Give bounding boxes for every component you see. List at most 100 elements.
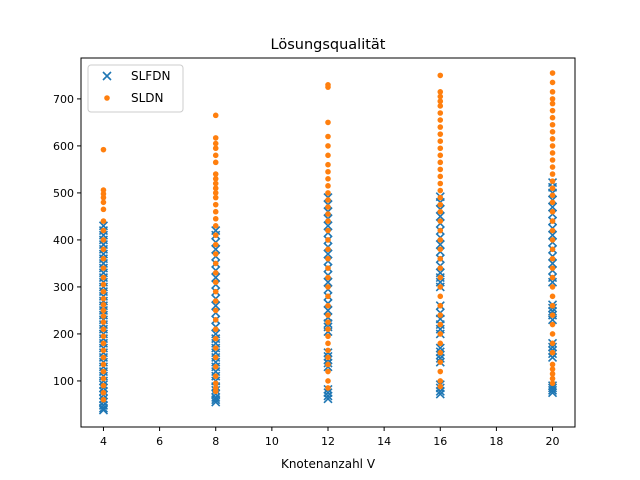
sldn-point bbox=[437, 145, 444, 152]
sldn-point bbox=[212, 373, 219, 380]
y-tick-label: 200 bbox=[53, 328, 74, 341]
legend-sldn-label: SLDN bbox=[131, 91, 164, 105]
sldn-point bbox=[549, 157, 556, 163]
sldn-point bbox=[437, 302, 444, 309]
sldn-point bbox=[549, 340, 556, 347]
sldn-point bbox=[549, 129, 556, 135]
sldn-point bbox=[325, 218, 331, 224]
axes: 4 6 8 10 12 14 16 18 20 100 200 300 400 500 600 700 bbox=[53, 93, 560, 448]
sldn-point bbox=[212, 270, 219, 276]
x-tick-label: 16 bbox=[433, 435, 447, 448]
y-tick-label: 700 bbox=[53, 93, 74, 106]
legend-slfdn-label: SLFDN bbox=[131, 69, 170, 83]
sldn-point bbox=[549, 218, 556, 224]
sldn-point bbox=[325, 302, 331, 309]
x-tick-label: 8 bbox=[212, 435, 219, 448]
sldn-point bbox=[100, 340, 107, 347]
sldn-point bbox=[212, 388, 219, 395]
sldn-point bbox=[437, 89, 444, 95]
sldn-point bbox=[212, 135, 219, 141]
sldn-point bbox=[212, 251, 219, 257]
sldn-point bbox=[212, 215, 219, 222]
sldn-point bbox=[549, 96, 556, 102]
sldn-point bbox=[212, 279, 219, 286]
sldn-point bbox=[549, 171, 556, 177]
sldn-point bbox=[437, 180, 444, 187]
sldn-point bbox=[212, 190, 219, 196]
sldn-point bbox=[212, 345, 219, 351]
slfdn-point bbox=[435, 268, 445, 278]
sldn-point bbox=[100, 368, 107, 375]
legend-box bbox=[87, 64, 184, 113]
sldn-point bbox=[212, 171, 219, 177]
sldn-point bbox=[100, 237, 107, 243]
y-tick-label: 400 bbox=[53, 234, 74, 247]
sldn-point bbox=[100, 146, 107, 153]
sldn-point bbox=[212, 180, 219, 187]
legend: SLFDN SLDN bbox=[87, 64, 184, 113]
sldn-point bbox=[549, 371, 556, 377]
sldn-point bbox=[549, 208, 556, 215]
sldn-point bbox=[325, 204, 331, 210]
sldn-point bbox=[325, 326, 331, 333]
sldn-point bbox=[212, 241, 219, 248]
sldn-point bbox=[100, 333, 107, 340]
sldn-point bbox=[549, 143, 556, 149]
sldn-point bbox=[325, 378, 331, 384]
sldn-point bbox=[212, 326, 219, 333]
slfdn-point bbox=[211, 392, 221, 402]
sldn-point bbox=[437, 138, 444, 145]
sldn-point bbox=[437, 98, 444, 105]
sldn-point bbox=[549, 284, 556, 290]
x-tick-label: 10 bbox=[265, 435, 279, 448]
sldn-point bbox=[549, 192, 556, 199]
sldn-point bbox=[212, 145, 219, 152]
sldn-point bbox=[100, 246, 107, 253]
sldn-point bbox=[437, 237, 444, 243]
sldn-point bbox=[325, 211, 331, 217]
sldn-point bbox=[100, 389, 107, 396]
sldn-point bbox=[437, 218, 444, 224]
slfdn-point bbox=[323, 388, 333, 398]
sldn-point bbox=[325, 119, 331, 126]
sldn-point bbox=[325, 161, 331, 168]
slfdn-point bbox=[547, 258, 558, 268]
slfdn-point bbox=[547, 202, 558, 212]
sldn-point bbox=[325, 354, 331, 361]
sldn-point bbox=[325, 368, 331, 375]
sldn-point bbox=[549, 199, 556, 206]
sldn-point bbox=[549, 255, 556, 262]
sldn-point bbox=[212, 335, 219, 342]
sldn-point bbox=[212, 194, 219, 201]
sldn-point bbox=[212, 140, 219, 147]
sldn-point bbox=[437, 173, 444, 180]
sldn-point bbox=[437, 124, 444, 130]
sldn-point bbox=[100, 382, 107, 389]
sldn-point bbox=[437, 331, 444, 337]
slfdn-point bbox=[323, 221, 333, 231]
sldn-point bbox=[549, 150, 556, 156]
slfdn-point bbox=[211, 244, 221, 254]
slfdn-point bbox=[435, 211, 445, 221]
sldn-point bbox=[100, 361, 107, 368]
slfdn-point bbox=[323, 391, 333, 401]
sldn-point bbox=[549, 178, 556, 184]
sldn-point bbox=[325, 340, 331, 347]
sldn-point bbox=[212, 260, 219, 267]
sldn-point bbox=[437, 117, 444, 123]
sldn-point bbox=[549, 265, 556, 271]
sldn-point bbox=[549, 237, 556, 243]
sldn-point bbox=[437, 159, 444, 166]
sldn-point bbox=[100, 295, 107, 302]
sldn-point bbox=[100, 301, 107, 308]
sldn-point bbox=[437, 110, 444, 116]
slfdn-point bbox=[98, 400, 109, 410]
sldn-point bbox=[212, 232, 219, 239]
sldn-point bbox=[325, 237, 331, 243]
sldn-point bbox=[325, 183, 331, 189]
sldn-point bbox=[549, 302, 556, 309]
sldn-point bbox=[549, 79, 556, 86]
sldn-point bbox=[437, 255, 444, 262]
slfdn-point bbox=[547, 230, 558, 240]
sldn-point bbox=[549, 185, 556, 192]
